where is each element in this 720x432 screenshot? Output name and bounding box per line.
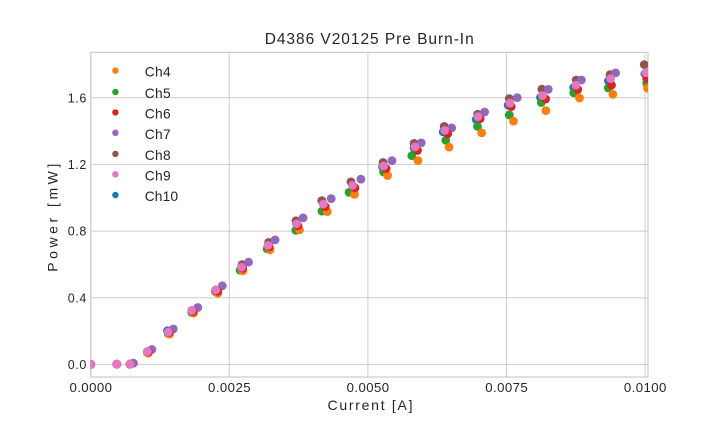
svg-text:Ch10: Ch10: [145, 189, 179, 204]
svg-text:0.4: 0.4: [68, 291, 87, 305]
svg-text:0.0000: 0.0000: [69, 380, 112, 395]
svg-text:0.0100: 0.0100: [624, 380, 667, 395]
svg-text:1.2: 1.2: [68, 158, 87, 172]
svg-text:1.6: 1.6: [68, 91, 87, 105]
svg-text:Ch9: Ch9: [145, 168, 171, 183]
svg-text:0.0025: 0.0025: [208, 380, 250, 395]
svg-text:Ch4: Ch4: [145, 65, 171, 80]
svg-text:0.0050: 0.0050: [347, 380, 390, 395]
svg-text:D4386 V20125 Pre Burn-In: D4386 V20125 Pre Burn-In: [265, 31, 474, 48]
svg-text:Ch6: Ch6: [145, 106, 171, 121]
svg-text:Ch5: Ch5: [145, 86, 171, 101]
svg-text:Ch7: Ch7: [145, 127, 171, 142]
svg-text:Ch8: Ch8: [145, 148, 171, 163]
svg-text:0.0075: 0.0075: [485, 380, 528, 395]
svg-text:0.0: 0.0: [68, 358, 87, 372]
svg-text:0.8: 0.8: [68, 225, 87, 239]
